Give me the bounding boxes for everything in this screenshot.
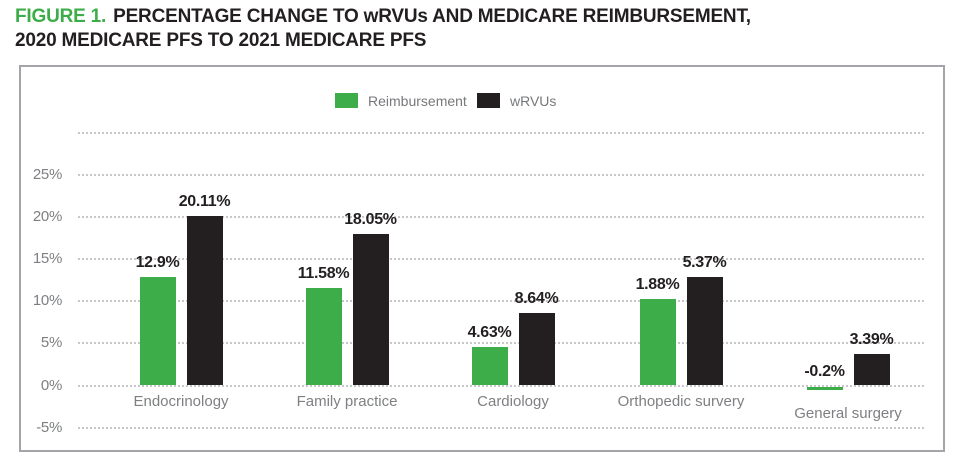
gridline-0pct	[78, 384, 925, 387]
gridline-15pct	[78, 258, 925, 261]
gridline-20pct	[78, 216, 925, 219]
bar-wrvus-cardiology	[518, 312, 555, 386]
bar-value-label: 3.39%	[849, 330, 894, 348]
y-axis-tick-label: 15%	[32, 250, 62, 268]
bar-wrvus-general-surgery	[853, 353, 890, 386]
category-label-cardiology: Cardiology	[477, 393, 549, 410]
bar-reimbursement-orthopedic-survery	[639, 298, 676, 386]
legend-swatch-icon	[477, 93, 500, 108]
bar-value-label: 1.88%	[635, 275, 680, 293]
legend-label: wRVUs	[510, 92, 557, 109]
bar-reimbursement-general-surgery	[806, 386, 843, 390]
legend-swatch-icon	[335, 93, 358, 108]
y-axis-tick-label: 20%	[32, 208, 62, 226]
bar-value-label: 18.05%	[344, 210, 397, 228]
bar-value-label: 11.58%	[297, 264, 350, 282]
y-axis-tick-label: 10%	[32, 292, 62, 310]
legend-item-wrvus: wRVUs	[477, 92, 556, 109]
category-label-family-practice: Family practice	[296, 393, 398, 410]
figure-title-text-1: PERCENTAGE CHANGE TO wRVUs AND MEDICARE …	[113, 6, 751, 27]
bar-wrvus-family-practice	[352, 233, 389, 386]
bar-value-label: 12.9%	[135, 253, 180, 271]
figure-title-line1: FIGURE 1. PERCENTAGE CHANGE TO wRVUs AND …	[15, 5, 751, 29]
bar-wrvus-orthopedic-survery	[686, 276, 723, 386]
gridline-10pct	[78, 300, 925, 303]
figure-number: FIGURE 1.	[15, 6, 107, 27]
bar-wrvus-endocrinology	[186, 216, 223, 386]
bar-reimbursement-cardiology	[471, 346, 508, 386]
gridline--5pct	[78, 426, 925, 429]
y-axis-tick-label: 5%	[40, 334, 62, 352]
bar-value-label: -0.2%	[804, 362, 845, 380]
bar-reimbursement-family-practice	[305, 287, 342, 386]
category-label-general-surgery: General surgery	[794, 405, 902, 422]
y-axis-tick-label: 0%	[40, 376, 62, 394]
category-label-endocrinology: Endocrinology	[133, 393, 229, 410]
gridline-5pct	[78, 342, 925, 345]
figure-title-line2: 2020 MEDICARE PFS TO 2021 MEDICARE PFS	[15, 30, 427, 51]
bar-value-label: 5.37%	[682, 253, 727, 271]
y-axis-tick-label: 25%	[32, 166, 62, 183]
gridline-30pct	[78, 131, 925, 134]
legend-label: Reimbursement	[368, 92, 467, 109]
figure-title: FIGURE 1. PERCENTAGE CHANGE TO wRVUs AND …	[15, 5, 751, 53]
gridline-25pct	[78, 174, 925, 176]
legend-item-reimbursement: Reimbursement	[335, 92, 467, 109]
bar-value-label: 20.11%	[178, 193, 231, 211]
bar-value-label: 8.64%	[514, 289, 559, 307]
category-label-orthopedic-survery: Orthopedic survery	[617, 393, 745, 410]
bar-reimbursement-endocrinology	[139, 276, 176, 386]
bar-value-label: 4.63%	[467, 323, 512, 341]
y-axis-tick-label: -5%	[36, 418, 62, 436]
